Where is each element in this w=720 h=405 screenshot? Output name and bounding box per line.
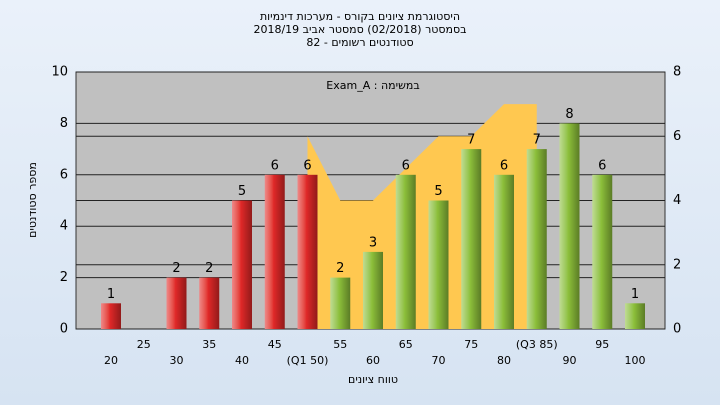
data-label: 8: [565, 107, 573, 122]
x-tick-label: 70: [432, 354, 446, 367]
bar: [461, 149, 482, 329]
x-axis-label: טווח ציונים: [348, 373, 398, 386]
bar: [101, 303, 121, 329]
bar: [330, 277, 351, 329]
x-tick-label: (Q3 85): [516, 338, 558, 351]
bar: [264, 174, 285, 329]
x-tick-label: 100: [625, 354, 646, 367]
x-tick-label: 90: [563, 354, 577, 367]
x-tick-label: 35: [202, 338, 216, 351]
annotation: במשימה : Exam_A: [326, 79, 419, 92]
bar: [297, 174, 318, 329]
data-label: 5: [238, 184, 246, 199]
data-label: 1: [107, 287, 115, 302]
data-label: 2: [336, 261, 344, 276]
bar: [428, 200, 449, 329]
bar: [199, 277, 220, 329]
data-label: 3: [369, 235, 377, 250]
bar: [232, 200, 252, 329]
data-label: 1: [631, 287, 639, 302]
data-label: 6: [303, 158, 311, 173]
x-tick-label: (Q1 50): [287, 354, 329, 367]
y-tick-label: 0: [60, 322, 68, 337]
chart-title: היסטוגרמת ציונים בקורס - מערכות דינמיות: [260, 10, 460, 23]
x-tick-label: 40: [235, 354, 249, 367]
data-label: 7: [467, 133, 475, 148]
chart-subtitle: בסמסטר (02/2018) סמסטר אביב 2018/19: [253, 23, 466, 36]
bar: [625, 303, 645, 329]
bar: [166, 277, 187, 329]
x-tick-label: 45: [268, 338, 282, 351]
bar: [526, 149, 547, 329]
y2-tick-label: 0: [673, 322, 681, 337]
bar: [559, 123, 580, 330]
bar: [395, 174, 416, 329]
x-tick-label: 55: [333, 338, 347, 351]
y2-tick-label: 4: [673, 193, 681, 208]
data-label: 7: [533, 133, 541, 148]
x-tick-label: 95: [595, 338, 609, 351]
data-label: 6: [598, 158, 606, 173]
bar: [363, 251, 383, 329]
y-tick-label: 2: [60, 270, 68, 285]
y-tick-label: 6: [60, 167, 68, 182]
x-tick-label: 25: [137, 338, 151, 351]
data-label: 2: [205, 261, 213, 276]
x-tick-label: 80: [497, 354, 511, 367]
data-label: 6: [271, 158, 279, 173]
chart-subtitle: סטודנטים רשומים - 82: [306, 36, 413, 49]
y-tick-label: 8: [60, 116, 68, 131]
data-label: 2: [172, 261, 180, 276]
data-label: 6: [402, 158, 410, 173]
x-tick-label: 65: [399, 338, 413, 351]
y2-tick-label: 8: [673, 65, 681, 80]
x-tick-label: 75: [464, 338, 478, 351]
bar: [592, 174, 613, 329]
x-tick-label: 20: [104, 354, 118, 367]
y-tick-label: 4: [60, 219, 68, 234]
y2-tick-label: 6: [673, 129, 681, 144]
x-tick-label: 30: [170, 354, 184, 367]
y-tick-label: 10: [51, 65, 68, 80]
bar: [494, 174, 514, 329]
y2-tick-label: 2: [673, 257, 681, 272]
y-axis-label: מספר סטודנטים: [26, 162, 39, 238]
data-label: 5: [434, 184, 442, 199]
x-tick-label: 60: [366, 354, 380, 367]
data-label: 6: [500, 158, 508, 173]
